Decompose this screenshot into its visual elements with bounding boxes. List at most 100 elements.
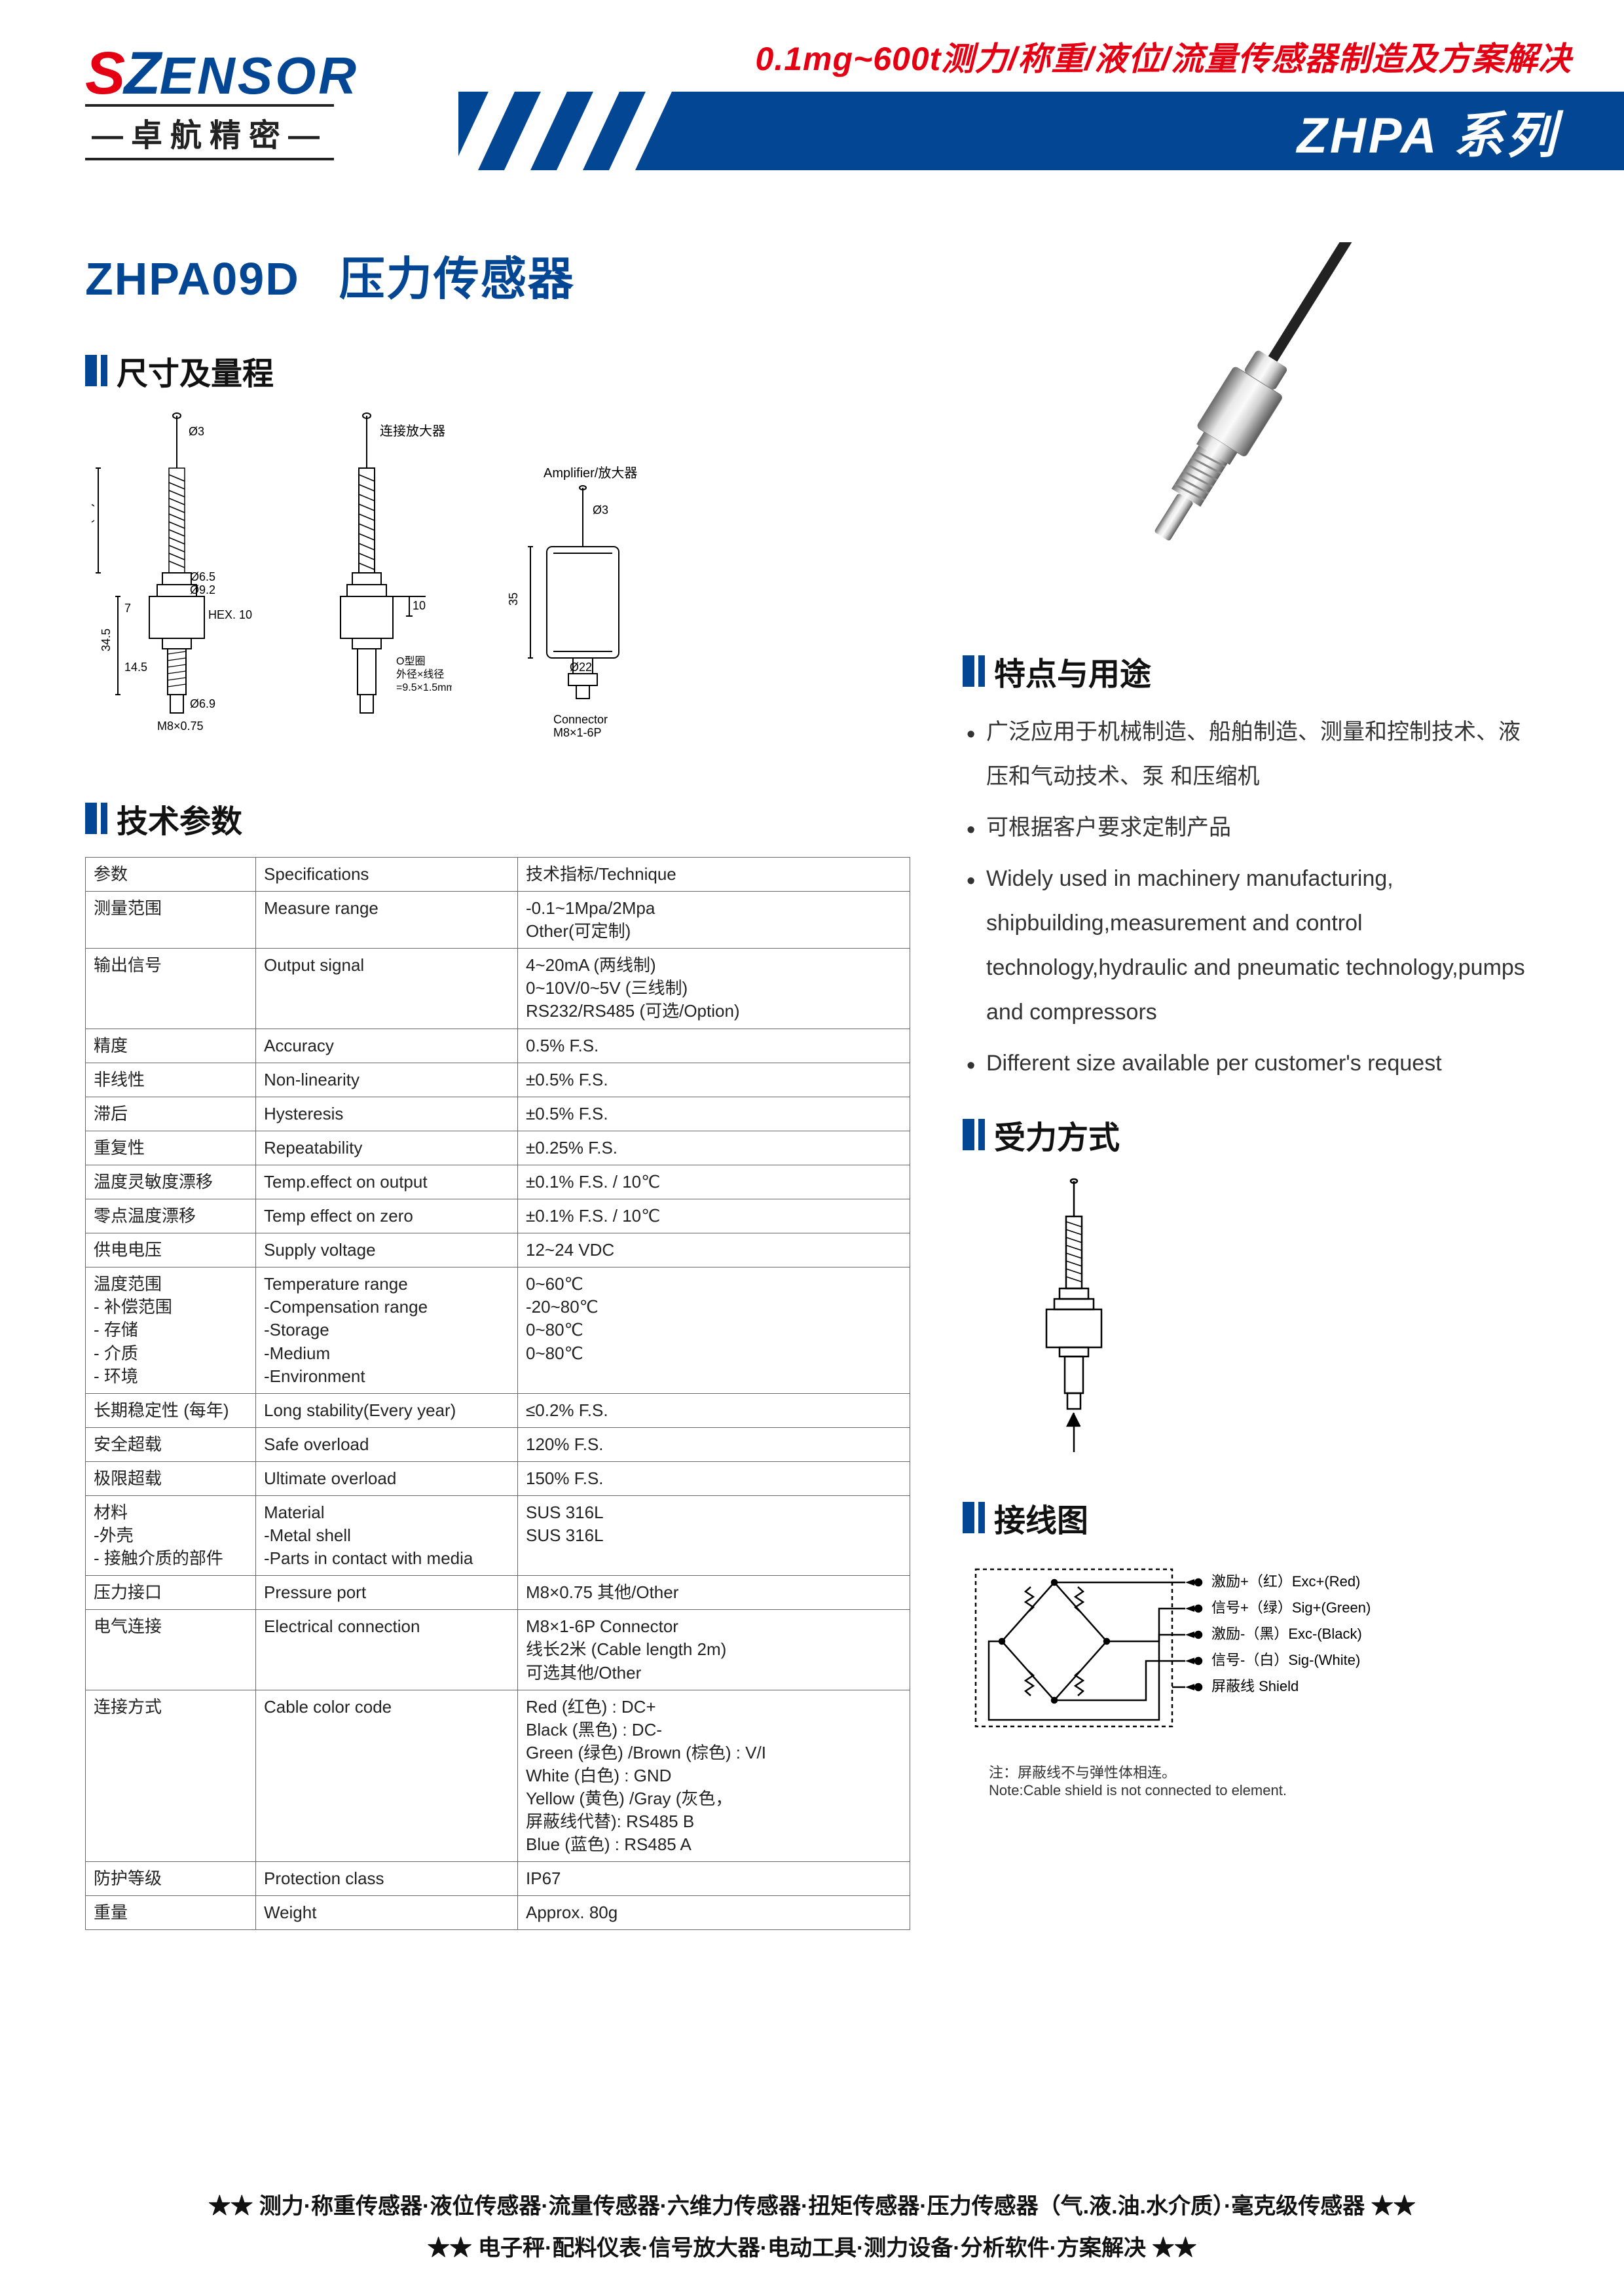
spec-cell: Output signal [256, 949, 518, 1029]
svg-text:Ø3: Ø3 [593, 503, 608, 517]
spec-cell: Measure range [256, 892, 518, 949]
spec-cell: Long stability(Every year) [256, 1393, 518, 1427]
svg-text:34.5: 34.5 [100, 629, 113, 651]
drawing-amplifier: Amplifier/放大器 Ø3 Ø22 35 [485, 462, 681, 750]
svg-text:ConnectorM8×1-6P: ConnectorM8×1-6P [553, 713, 608, 739]
feature-item: Widely used in machinery manufacturing, … [967, 856, 1539, 1034]
spec-cell: ±0.1% F.S. / 10℃ [518, 1165, 910, 1199]
spec-row: 零点温度漂移Temp effect on zero±0.1% F.S. / 10… [86, 1199, 910, 1233]
spec-row: 防护等级Protection classIP67 [86, 1862, 910, 1896]
spec-cell: 零点温度漂移 [86, 1199, 256, 1233]
spec-cell: ±0.5% F.S. [518, 1063, 910, 1097]
spec-cell: SUS 316LSUS 316L [518, 1495, 910, 1575]
spec-cell: Hysteresis [256, 1097, 518, 1131]
spec-cell: 非线性 [86, 1063, 256, 1097]
product-name: 压力传感器 [339, 253, 575, 304]
svg-text:M8×0.75: M8×0.75 [157, 720, 204, 733]
spec-cell: Approx. 80g [518, 1896, 910, 1930]
logo-letter-z: Z [124, 40, 159, 107]
feature-list: 广泛应用于机械制造、船舶制造、测量和控制技术、液压和气动技术、泵 和压缩机可根据… [963, 710, 1539, 1085]
spec-cell: Cable color code [256, 1690, 518, 1862]
spec-cell: Red (红色) : DC+Black (黑色) : DC-Green (绿色)… [518, 1690, 910, 1862]
svg-text:O型圈外径×线径=9.5×1.5mm: O型圈外径×线径=9.5×1.5mm [396, 655, 452, 693]
spec-cell: 重量 [86, 1896, 256, 1930]
wiring-note: 注：屏蔽线不与弹性体相连。 Note:Cable shield is not c… [963, 1761, 1473, 1799]
wiring-diagram: 激励+（红）Exc+(Red) 信号+（绿）Sig+(Green) 激励-（黑）… [963, 1556, 1473, 1799]
section-head-wiring: 接线图 [963, 1495, 1539, 1540]
spec-cell: ≤0.2% F.S. [518, 1393, 910, 1427]
spec-row: 精度Accuracy0.5% F.S. [86, 1029, 910, 1063]
spec-cell: 温度灵敏度漂移 [86, 1165, 256, 1199]
svg-text:(14): (14) [92, 503, 94, 524]
spec-cell: ±0.25% F.S. [518, 1131, 910, 1165]
svg-text:Ø3: Ø3 [189, 425, 204, 438]
wiring-note-en: Note:Cable shield is not connected to el… [989, 1782, 1473, 1799]
footer-line-1: ★★ 测力·称重传感器·液位传感器·流量传感器·六维力传感器·扭矩传感器·压力传… [0, 2185, 1624, 2228]
logo-letter-s: S [85, 40, 124, 107]
header-slashes [458, 92, 665, 170]
logo-subtitle: —卓航精密— [85, 104, 334, 160]
spec-row: 重复性Repeatability±0.25% F.S. [86, 1131, 910, 1165]
spec-row: 长期稳定性 (每年)Long stability(Every year)≤0.2… [86, 1393, 910, 1427]
spec-cell: 精度 [86, 1029, 256, 1063]
spec-cell: Electrical connection [256, 1610, 518, 1690]
spec-cell: ±0.5% F.S. [518, 1097, 910, 1131]
spec-cell: IP67 [518, 1862, 910, 1896]
spec-head-c3: 技术指标/Technique [518, 858, 910, 892]
spec-cell: 测量范围 [86, 892, 256, 949]
svg-text:35: 35 [507, 592, 520, 606]
spec-cell: Accuracy [256, 1029, 518, 1063]
spec-row: 供电电压Supply voltage12~24 VDC [86, 1233, 910, 1267]
spec-cell: 安全超载 [86, 1427, 256, 1461]
section-head-dims: 尺寸及量程 [85, 348, 910, 393]
right-column: 特点与用途 广泛应用于机械制造、船舶制造、测量和控制技术、液压和气动技术、泵 和… [963, 223, 1539, 2165]
footer-line-2: ★★ 电子秤·配料仪表·信号放大器·电动工具·测力设备·分析软件·方案解决 ★★ [0, 2227, 1624, 2270]
feature-item: 广泛应用于机械制造、船舶制造、测量和控制技术、液压和气动技术、泵 和压缩机 [967, 710, 1539, 799]
spec-cell: Temperature range-Compensation range-Sto… [256, 1267, 518, 1393]
svg-text:10: 10 [413, 599, 426, 612]
spec-row: 输出信号Output signal4~20mA (两线制)0~10V/0~5V … [86, 949, 910, 1029]
svg-text:Ø6.5: Ø6.5 [190, 570, 215, 583]
section-head-force: 受力方式 [963, 1112, 1539, 1157]
left-column: ZHPA09D压力传感器 尺寸及量程 [85, 223, 910, 2165]
spec-row: 材料 -外壳 - 接触介质的部件Material-Metal shell-Par… [86, 1495, 910, 1575]
svg-text:Amplifier/放大器: Amplifier/放大器 [544, 465, 637, 481]
spec-row: 温度范围 - 补偿范围 - 存储 - 介质 - 环境Temperature ra… [86, 1267, 910, 1393]
spec-cell: 温度范围 - 补偿范围 - 存储 - 介质 - 环境 [86, 1267, 256, 1393]
spec-cell: 120% F.S. [518, 1427, 910, 1461]
spec-cell: Supply voltage [256, 1233, 518, 1267]
section-title-force: 受力方式 [994, 1112, 1120, 1157]
spec-row: 非线性Non-linearity±0.5% F.S. [86, 1063, 910, 1097]
spec-cell: 防护等级 [86, 1862, 256, 1896]
series-title: ZHPA 系列 [1297, 95, 1559, 167]
spec-head-row: 参数 Specifications 技术指标/Technique [86, 858, 910, 892]
spec-row: 滞后Hysteresis±0.5% F.S. [86, 1097, 910, 1131]
svg-text:激励+（红）Exc+(Red): 激励+（红）Exc+(Red) [1211, 1573, 1360, 1590]
section-head-features: 特点与用途 [963, 648, 1539, 694]
spec-cell: Pressure port [256, 1576, 518, 1610]
spec-cell: -0.1~1Mpa/2MpaOther(可定制) [518, 892, 910, 949]
svg-text:Ø6.9: Ø6.9 [190, 697, 215, 710]
tagline: 0.1mg~600t测力/称重/液位/流量传感器制造及方案解决 [756, 33, 1572, 80]
spec-row: 压力接口Pressure portM8×0.75 其他/Other [86, 1576, 910, 1610]
spec-row: 温度灵敏度漂移Temp.effect on output±0.1% F.S. /… [86, 1165, 910, 1199]
spec-cell: 12~24 VDC [518, 1233, 910, 1267]
page-header: SZENSOR —卓航精密— 0.1mg~600t测力/称重/液位/流量传感器制… [0, 0, 1624, 183]
svg-text:连接放大器: 连接放大器 [380, 424, 445, 439]
feature-item: Different size available per customer's … [967, 1041, 1539, 1085]
section-title-specs: 技术参数 [117, 795, 242, 841]
spec-cell: 电气连接 [86, 1610, 256, 1690]
svg-text:信号+（绿）Sig+(Green): 信号+（绿）Sig+(Green) [1211, 1599, 1371, 1616]
spec-head-c1: 参数 [86, 858, 256, 892]
spec-cell: 输出信号 [86, 949, 256, 1029]
spec-cell: 极限超载 [86, 1461, 256, 1495]
spec-cell: Protection class [256, 1862, 518, 1896]
spec-cell: Temp.effect on output [256, 1165, 518, 1199]
spec-cell: 4~20mA (两线制)0~10V/0~5V (三线制)RS232/RS485 … [518, 949, 910, 1029]
wiring-note-cn: 注：屏蔽线不与弹性体相连。 [989, 1761, 1473, 1782]
page-footer: ★★ 测力·称重传感器·液位传感器·流量传感器·六维力传感器·扭矩传感器·压力传… [0, 2185, 1624, 2270]
force-diagram [1002, 1177, 1198, 1462]
page-body: ZHPA09D压力传感器 尺寸及量程 [85, 223, 1559, 2165]
svg-text:14.5: 14.5 [124, 661, 147, 674]
spec-cell: 150% F.S. [518, 1461, 910, 1495]
